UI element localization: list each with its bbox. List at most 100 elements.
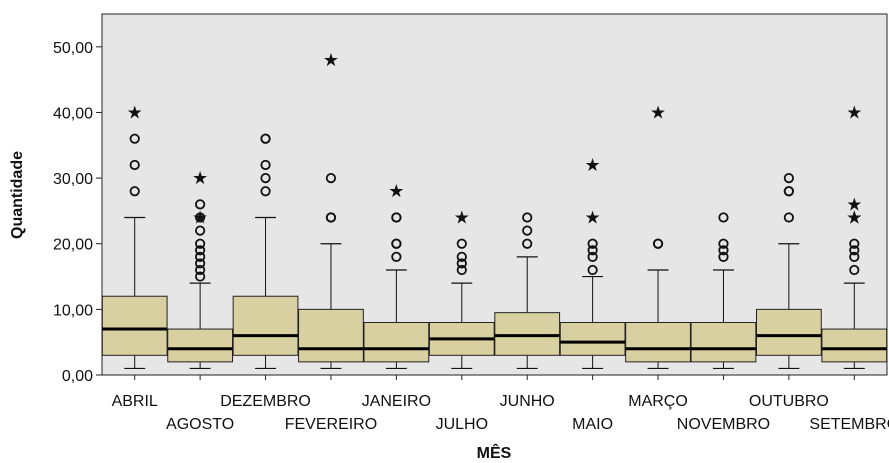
- outlier-point: [456, 238, 467, 249]
- x-tick-label: OUTUBRO: [749, 393, 829, 410]
- outlier-point: [260, 133, 271, 144]
- extreme-point: ★: [846, 207, 862, 228]
- box: [232, 295, 299, 356]
- extreme-point: ★: [585, 207, 601, 228]
- box: [167, 328, 234, 363]
- x-tick-label: JUNHO: [500, 393, 555, 410]
- extreme-point: ★: [585, 155, 601, 176]
- x-tick-label: SETEMBRO: [809, 416, 889, 433]
- extreme-point: ★: [127, 102, 143, 123]
- outlier-point: [587, 238, 598, 249]
- outlier-point: [260, 172, 271, 184]
- outlier-point: [391, 212, 402, 223]
- box-group: [494, 212, 561, 370]
- outlier-point: [718, 238, 729, 249]
- boxes-layer: ★★★★★★ ★★★★★★★: [101, 50, 888, 370]
- box-group: ★: [101, 102, 168, 370]
- outlier-point: [783, 212, 794, 223]
- outlier-point: [391, 251, 402, 262]
- x-tick-label: AGOSTO: [166, 416, 234, 433]
- outlier-point: [195, 245, 206, 256]
- outlier-point: [522, 212, 533, 223]
- outlier-point: [783, 172, 794, 184]
- outlier-point: [849, 238, 860, 249]
- outlier-point: [718, 251, 729, 262]
- box: [755, 308, 822, 356]
- outlier-point: [522, 225, 533, 236]
- outlier-point: [718, 212, 729, 223]
- outlier-point: [195, 258, 206, 269]
- extreme-point: ★: [846, 102, 862, 123]
- y-tick-label: 20,00: [53, 237, 93, 254]
- y-axis: 0,00 10,00 20,00 30,00 40,00 50,00: [53, 40, 102, 385]
- x-tick-label: MAIO: [572, 416, 613, 433]
- outlier-point: [587, 264, 598, 276]
- x-tick-label: NOVEMBRO: [677, 416, 770, 433]
- extreme-point: ★: [192, 207, 208, 228]
- box-group: ★★: [559, 155, 626, 370]
- x-tick-label: DEZEMBRO: [220, 393, 311, 410]
- extreme-point: ★: [846, 207, 862, 228]
- box: [821, 328, 888, 363]
- x-tick-label: MARÇO: [628, 393, 688, 410]
- x-tick-label: FEVEREIRO: [285, 416, 377, 433]
- outlier-point: [849, 245, 860, 256]
- outlier-point: [260, 186, 271, 197]
- box-group: ★★: [167, 168, 234, 370]
- outlier-point: [129, 133, 140, 144]
- outlier-point: [195, 238, 206, 249]
- box-group: ★: [298, 50, 364, 370]
- outlier-point: [718, 245, 729, 256]
- outlier-point: [652, 238, 664, 249]
- box: [101, 295, 168, 356]
- box-group: ★: [625, 102, 691, 370]
- x-axis-labels: ABRIL AGOSTO DEZEMBRO FEVEREIRO JANEIRO JULHO…: [112, 375, 889, 433]
- outlier-point: [456, 264, 467, 276]
- extreme-point: ★: [388, 181, 404, 202]
- extreme-point: ★: [323, 50, 339, 71]
- x-tick-label: JANEIRO: [362, 393, 431, 410]
- box: [363, 321, 430, 363]
- extreme-point: ★: [454, 207, 470, 228]
- extreme-point: ★: [846, 194, 862, 215]
- outlier-point: [325, 172, 337, 184]
- box: [494, 312, 561, 356]
- y-tick-label: 30,00: [53, 171, 93, 188]
- y-axis-title: Quantidade: [9, 151, 26, 239]
- box-group: ★: [428, 207, 495, 370]
- outlier-point: [391, 238, 402, 249]
- box-group: [232, 133, 299, 370]
- x-axis-title: MÊS: [477, 443, 512, 462]
- outlier-point: [849, 251, 860, 262]
- outlier-point: [129, 186, 140, 197]
- outlier-point: [195, 199, 206, 210]
- outlier-point: [195, 264, 206, 276]
- outlier-point: [195, 251, 206, 262]
- extreme-point: ★: [192, 168, 208, 189]
- box-group: ★: [363, 181, 430, 370]
- box: [625, 321, 691, 363]
- x-tick-label: JULHO: [436, 416, 488, 433]
- outlier-point: [587, 251, 598, 262]
- y-tick-label: 40,00: [53, 105, 93, 122]
- box: [559, 321, 626, 356]
- y-tick-label: 0,00: [62, 368, 93, 385]
- x-tick-label: ABRIL: [112, 393, 158, 410]
- y-tick-label: 50,00: [53, 40, 93, 57]
- outlier-point: [522, 238, 533, 249]
- extreme-point: ★: [650, 102, 666, 123]
- outlier-point: [195, 225, 206, 236]
- outlier-point: [325, 212, 337, 223]
- y-tick-label: 10,00: [53, 302, 93, 319]
- outlier-point: [587, 245, 598, 256]
- outlier-point: [260, 159, 271, 171]
- box-group: [690, 212, 757, 370]
- outlier-point: [456, 251, 467, 262]
- box-group: ★★★★: [821, 102, 888, 370]
- outlier-point: [783, 186, 794, 197]
- box: [298, 308, 364, 363]
- outlier-point: [129, 159, 140, 171]
- outlier-point: [195, 271, 206, 282]
- box-group: [755, 172, 822, 370]
